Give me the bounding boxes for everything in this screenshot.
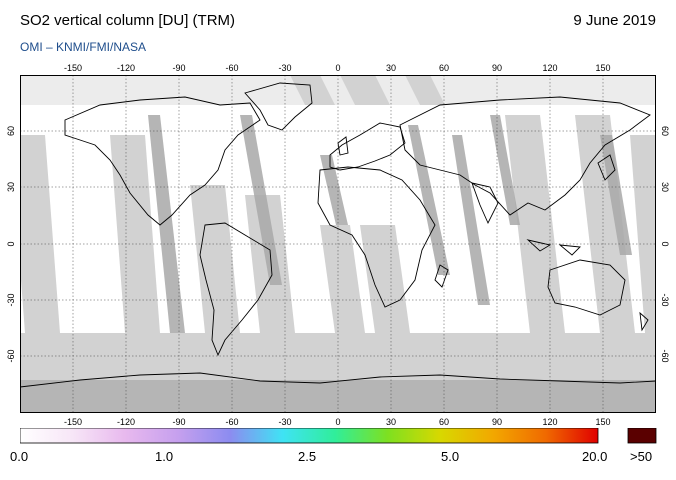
lon-tick: 0 — [335, 417, 340, 427]
lon-tick: 150 — [595, 417, 610, 427]
lat-tick: -30 — [6, 293, 16, 306]
orbit-gap-swaths — [20, 75, 656, 333]
lon-tick: 30 — [386, 417, 396, 427]
legend-label: 2.5 — [298, 449, 317, 464]
world-map — [20, 75, 656, 413]
legend-label: 1.0 — [155, 449, 174, 464]
lon-tick: -30 — [278, 63, 291, 73]
dark-orbit-swaths — [148, 115, 632, 333]
legend-label: 0.0 — [10, 449, 29, 464]
lon-tick: 120 — [542, 63, 557, 73]
lat-tick: 60 — [6, 126, 16, 136]
map-title: SO2 vertical column [DU] (TRM) — [20, 12, 236, 29]
legend-overflow-label: >50 — [630, 449, 653, 464]
lat-tick: 0 — [6, 241, 16, 246]
lat-tick: -60 — [660, 349, 670, 362]
lon-tick: -90 — [172, 417, 185, 427]
lon-tick: -30 — [278, 417, 291, 427]
lat-tick: -60 — [6, 349, 16, 362]
lon-ticks-top: -150 -120 -90 -60 -30 0 30 60 90 120 150 — [64, 63, 611, 73]
lon-tick: -120 — [117, 417, 135, 427]
map-border — [20, 75, 656, 413]
lon-tick: -150 — [64, 417, 82, 427]
legend-overflow-swatch — [627, 428, 657, 444]
lon-tick: -150 — [64, 63, 82, 73]
lat-tick: 30 — [660, 182, 670, 192]
lon-tick: -60 — [225, 63, 238, 73]
legend-label: 5.0 — [441, 449, 460, 464]
map-date: 9 June 2019 — [573, 12, 656, 29]
lon-tick: 120 — [542, 417, 557, 427]
lon-tick: -90 — [172, 63, 185, 73]
lat-ticks-left: 60 30 0 -30 -60 — [6, 126, 16, 363]
lon-tick: 30 — [386, 63, 396, 73]
lon-tick: -60 — [225, 417, 238, 427]
legend-colorbar — [20, 428, 599, 444]
coastlines — [20, 82, 656, 388]
lat-ticks-right: 60 30 0 -30 -60 — [660, 126, 670, 363]
lon-tick: 0 — [335, 63, 340, 73]
lat-tick: -30 — [660, 293, 670, 306]
color-legend — [20, 428, 657, 444]
lat-tick: 30 — [6, 182, 16, 192]
map-svg — [20, 75, 656, 413]
lon-tick: 90 — [492, 63, 502, 73]
axis-labels: -150 -120 -90 -60 -30 0 30 60 90 120 150… — [6, 63, 670, 427]
lon-tick: 90 — [492, 417, 502, 427]
graticule — [20, 75, 656, 413]
legend-label: 20.0 — [582, 449, 608, 464]
lon-tick: 150 — [595, 63, 610, 73]
lon-tick: 60 — [439, 63, 449, 73]
lon-tick: 60 — [439, 417, 449, 427]
lon-ticks-bottom: -150 -120 -90 -60 -30 0 30 60 90 120 150 — [64, 417, 611, 427]
lat-tick: 60 — [660, 126, 670, 136]
lon-tick: -120 — [117, 63, 135, 73]
lat-tick: 0 — [660, 241, 670, 246]
data-credit: OMI – KNMI/FMI/NASA — [20, 40, 147, 54]
